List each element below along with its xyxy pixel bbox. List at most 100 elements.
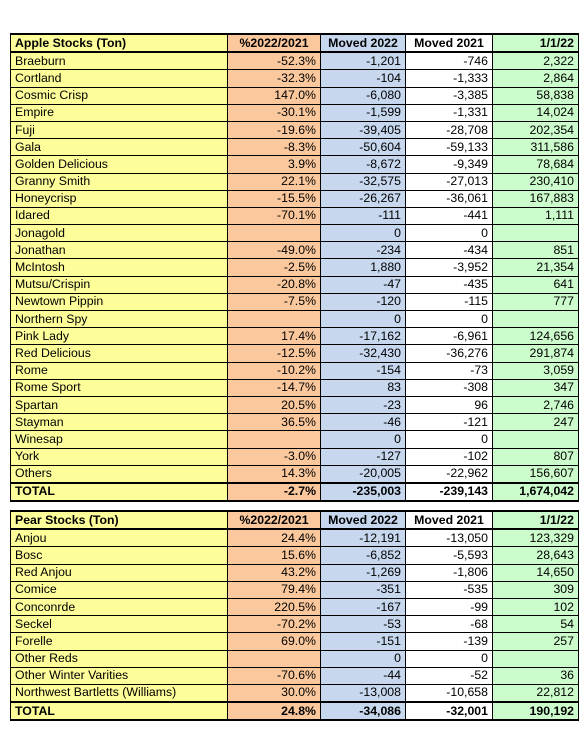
cell-percent-change: -8.3%	[227, 138, 321, 157]
cell-moved-2022: -23	[320, 395, 406, 415]
cell-moved-2022: -167	[320, 597, 406, 617]
cell-moved-2021: -1,806	[405, 563, 493, 582]
cell-stock: 777	[492, 292, 579, 312]
cell-moved-2022: -13,008	[320, 683, 406, 703]
cell-stock: 190,192	[492, 701, 579, 722]
cell-moved-2021: -13,050	[405, 528, 493, 548]
cell-percent-change: 15.6%	[227, 546, 321, 565]
cell-stock: 3,059	[492, 361, 579, 380]
cell-moved-2022: -1,599	[320, 103, 406, 122]
cell-moved-2021: -115	[405, 292, 493, 312]
cell-stock: 54	[492, 615, 579, 634]
cell-percent-change: -52.3%	[227, 51, 321, 71]
cell-percent-change	[227, 309, 321, 329]
cell-moved-2021: -121	[405, 413, 493, 432]
table-row: Red Anjou 43.2% -1,269 -1,806 14,650	[10, 563, 579, 582]
cell-moved-2021: -9,349	[405, 155, 493, 174]
table-row: Other Winter Varities -70.6% -44 -52 36	[10, 666, 579, 685]
cell-percent-change: 24.4%	[227, 528, 321, 548]
table-row: Pink Lady 17.4% -17,162 -6,961 124,656	[10, 327, 579, 346]
apple-stocks-table: Apple Stocks (Ton) %2022/2021 Moved 2022…	[10, 32, 579, 503]
cell-stock: 347	[492, 378, 579, 397]
cell-variety: Spartan	[10, 395, 228, 415]
cell-moved-2021: -32,001	[405, 701, 493, 722]
cell-stock: 311,586	[492, 138, 579, 157]
cell-variety: McIntosh	[10, 258, 228, 277]
cell-stock: 124,656	[492, 327, 579, 346]
header-stock-date: 1/1/22	[492, 32, 579, 54]
total-row: TOTAL -2.7% -235,003 -239,143 1,674,042	[10, 481, 579, 503]
cell-moved-2021: -68	[405, 615, 493, 634]
cell-variety: Rome Sport	[10, 378, 228, 397]
cell-variety: TOTAL	[10, 701, 228, 722]
cell-stock: 2,864	[492, 69, 579, 88]
table-row: Anjou 24.4% -12,191 -13,050 123,329	[10, 528, 579, 548]
cell-percent-change: -14.7%	[227, 378, 321, 397]
cell-stock: 851	[492, 241, 579, 260]
cell-moved-2022: -39,405	[320, 120, 406, 140]
cell-variety: Anjou	[10, 528, 228, 548]
cell-variety: Comice	[10, 580, 228, 599]
cell-stock: 1,674,042	[492, 481, 579, 503]
cell-variety: Red Delicious	[10, 344, 228, 363]
cell-moved-2021: -22,962	[405, 464, 493, 484]
cell-moved-2022: 0	[320, 649, 406, 668]
cell-percent-change: 3.9%	[227, 155, 321, 174]
cell-stock: 28,643	[492, 546, 579, 565]
cell-variety: York	[10, 447, 228, 466]
table-row: Stayman 36.5% -46 -121 247	[10, 413, 579, 432]
table-row: Other Reds 0 0	[10, 649, 579, 668]
cell-variety: Winesap	[10, 430, 228, 449]
cell-stock: 123,329	[492, 528, 579, 548]
table-row: Conconrde 220.5% -167 -99 102	[10, 597, 579, 617]
cell-stock: 2,322	[492, 51, 579, 71]
pear-stocks-table: Pear Stocks (Ton) %2022/2021 Moved 2022 …	[10, 509, 579, 722]
table-row: Golden Delicious 3.9% -8,672 -9,349 78,684	[10, 155, 579, 174]
cell-stock	[492, 309, 579, 329]
cell-variety: Idared	[10, 206, 228, 226]
cell-percent-change: -32.3%	[227, 69, 321, 88]
pear-rows: Anjou 24.4% -12,191 -13,050 123,329 Bosc 15.6%…	[10, 528, 579, 722]
header-variety: Apple Stocks (Ton)	[10, 32, 228, 54]
cell-variety: Mutsu/Crispin	[10, 275, 228, 294]
cell-stock: 1,111	[492, 206, 579, 226]
cell-stock: 641	[492, 275, 579, 294]
cell-moved-2022: 0	[320, 309, 406, 329]
header-moved-2021: Moved 2021	[405, 32, 493, 54]
cell-variety: Rome	[10, 361, 228, 380]
table-row: Newtown Pippin -7.5% -120 -115 777	[10, 292, 579, 312]
cell-percent-change: 20.5%	[227, 395, 321, 415]
cell-variety: Others	[10, 464, 228, 484]
cell-percent-change: -30.1%	[227, 103, 321, 122]
cell-percent-change: -2.5%	[227, 258, 321, 277]
cell-variety: Other Winter Varities	[10, 666, 228, 685]
cell-variety: Pink Lady	[10, 327, 228, 346]
cell-percent-change: 36.5%	[227, 413, 321, 432]
cell-variety: Newtown Pippin	[10, 292, 228, 312]
cell-moved-2021: -308	[405, 378, 493, 397]
table-row: Comice 79.4% -351 -535 309	[10, 580, 579, 599]
cell-variety: Northwest Bartletts (Williams)	[10, 683, 228, 703]
cell-moved-2021: -73	[405, 361, 493, 380]
cell-moved-2021: -99	[405, 597, 493, 617]
table-row: Red Delicious -12.5% -32,430 -36,276 291,874	[10, 344, 579, 363]
table-row: Spartan 20.5% -23 96 2,746	[10, 395, 579, 415]
cell-stock: 807	[492, 447, 579, 466]
cell-moved-2022: 83	[320, 378, 406, 397]
cell-percent-change: 17.4%	[227, 327, 321, 346]
header-percent-change: %2022/2021	[227, 32, 321, 54]
cell-percent-change	[227, 430, 321, 449]
cell-moved-2021: -746	[405, 51, 493, 71]
cell-variety: Conconrde	[10, 597, 228, 617]
cell-moved-2021: -535	[405, 580, 493, 599]
cell-percent-change: 22.1%	[227, 172, 321, 191]
cell-moved-2022: -1,269	[320, 563, 406, 582]
cell-variety: Fuji	[10, 120, 228, 140]
cell-stock	[492, 430, 579, 449]
cell-moved-2021: -102	[405, 447, 493, 466]
cell-stock: 14,024	[492, 103, 579, 122]
cell-percent-change: 147.0%	[227, 86, 321, 105]
cell-moved-2022: -6,080	[320, 86, 406, 105]
cell-moved-2021: -3,385	[405, 86, 493, 105]
cell-moved-2021: -5,593	[405, 546, 493, 565]
